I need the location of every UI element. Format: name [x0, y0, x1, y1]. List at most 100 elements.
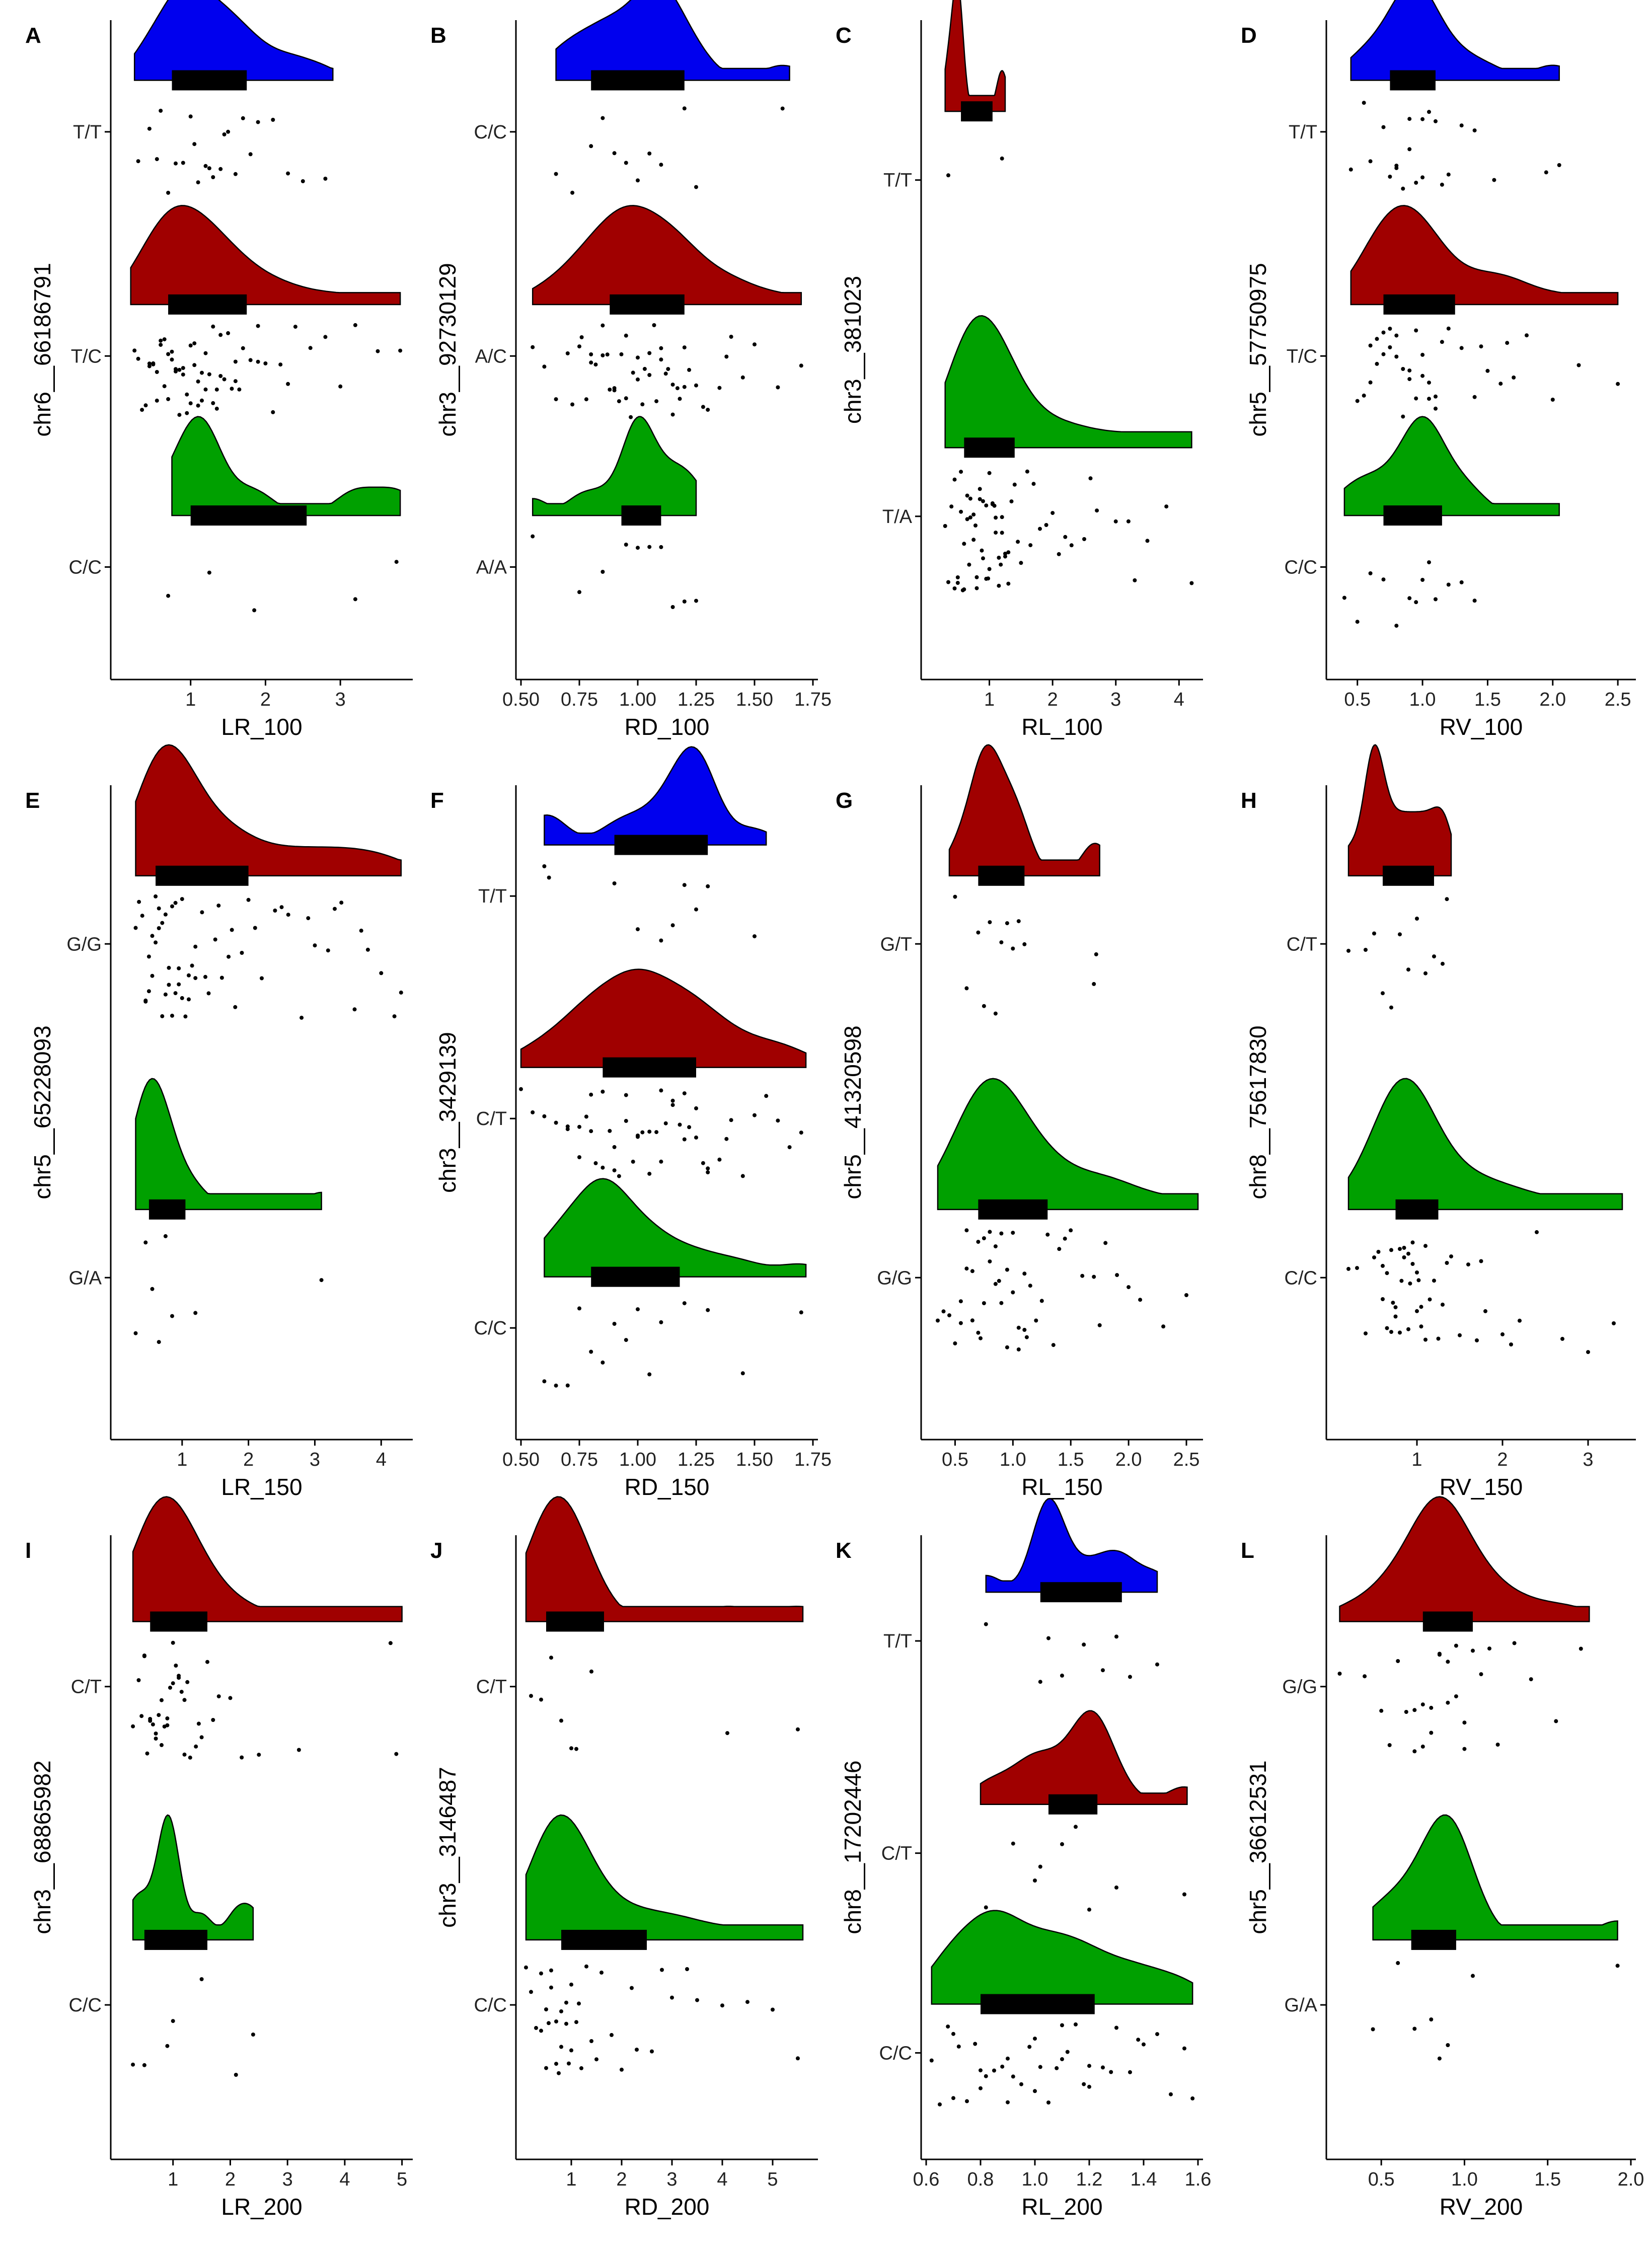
data-point [188, 343, 193, 348]
density-cloud [1339, 1496, 1590, 1622]
panel-label: F [430, 788, 444, 813]
data-point [799, 1131, 803, 1135]
group-TC: T/C [71, 205, 403, 417]
data-point [670, 1995, 674, 2000]
x-tick-label: 1.75 [794, 689, 832, 710]
data-point [226, 331, 231, 335]
panel-label: K [836, 1538, 852, 1563]
x-axis-title: LR_150 [221, 1474, 302, 1500]
y-axis-title: chr6__66186791 [29, 263, 55, 436]
x-axis-title: RL_200 [1021, 2194, 1102, 2220]
data-point [1016, 1325, 1021, 1330]
data-point [170, 904, 174, 909]
data-point [542, 364, 547, 369]
data-point [577, 2001, 581, 2006]
data-point [569, 1982, 573, 1987]
data-point [1074, 2022, 1078, 2026]
genotype-label: C/C [69, 557, 102, 578]
data-point [1364, 948, 1368, 952]
data-point [1394, 333, 1399, 338]
data-point [965, 517, 969, 521]
data-point [1133, 578, 1137, 582]
density-cloud [944, 315, 1192, 448]
data-point [1038, 1680, 1042, 1684]
data-point [617, 1174, 621, 1178]
data-point [1011, 1290, 1015, 1295]
iqr-box [1383, 505, 1442, 526]
data-point [1427, 110, 1431, 114]
group-TT: T/T [883, 1497, 1159, 1684]
data-point [979, 2086, 983, 2090]
data-point [167, 965, 171, 970]
data-point [1479, 344, 1483, 349]
data-point [1472, 598, 1477, 603]
data-point [1027, 2045, 1032, 2049]
data-point [1388, 175, 1392, 179]
data-point [624, 543, 628, 547]
data-point [1535, 1230, 1539, 1234]
data-point [981, 499, 985, 503]
density-cloud [1347, 1078, 1623, 1211]
data-point [1016, 919, 1021, 924]
data-point [599, 1970, 604, 1975]
data-point [771, 2007, 775, 2012]
data-point [612, 881, 617, 885]
data-point [165, 1716, 170, 1720]
data-point [565, 1383, 570, 1388]
iqr-box [1422, 1611, 1473, 1632]
data-point [992, 503, 997, 508]
data-point [1368, 343, 1373, 348]
data-point [1500, 1332, 1505, 1336]
data-point [678, 1122, 682, 1127]
x-tick-label: 1.00 [619, 689, 656, 710]
data-point [1475, 1338, 1479, 1342]
data-point [636, 546, 640, 550]
data-point [1406, 1251, 1410, 1256]
data-point [980, 548, 984, 553]
data-point [666, 367, 670, 371]
data-point [694, 185, 698, 189]
data-point [1005, 1267, 1009, 1272]
data-point [1406, 1327, 1410, 1331]
group-CT: C/T [881, 1710, 1188, 1912]
data-point [1402, 1255, 1406, 1259]
density-cloud [985, 1497, 1158, 1593]
data-point [1022, 1328, 1027, 1332]
data-point [131, 2062, 135, 2067]
data-point [1387, 1743, 1392, 1747]
data-point [1009, 499, 1014, 504]
data-point [1402, 1246, 1406, 1250]
x-tick-label: 1 [177, 1449, 187, 1470]
data-point [1446, 326, 1451, 331]
data-point [1407, 117, 1412, 121]
data-point [131, 1724, 135, 1729]
data-point [1069, 543, 1074, 548]
data-point [1169, 2092, 1173, 2096]
data-point [171, 2019, 175, 2023]
data-point [1437, 1653, 1442, 1657]
y-axis-title: chr5__36612531 [1245, 1760, 1271, 1934]
density-cloud [520, 968, 807, 1068]
data-point [187, 997, 191, 1002]
data-point [524, 1965, 528, 1970]
data-point [200, 370, 204, 375]
data-point [577, 590, 581, 594]
y-axis-title: chr3__68865982 [29, 1760, 55, 1934]
data-point [1190, 2096, 1195, 2100]
data-point [647, 1171, 652, 1176]
data-point [1471, 1974, 1475, 1978]
data-point [1155, 2032, 1159, 2037]
panel-label: C [836, 23, 852, 48]
data-point [717, 1157, 722, 1162]
data-point [1509, 1342, 1513, 1346]
data-point [286, 913, 290, 917]
data-point [226, 129, 231, 134]
data-point [1087, 2084, 1091, 2089]
data-point [394, 560, 399, 564]
group-CC: C/C [69, 416, 401, 613]
iqr-box [591, 1266, 680, 1287]
data-point [1432, 1279, 1436, 1283]
iqr-box [981, 1994, 1095, 2014]
x-axis-title: RD_200 [625, 2194, 710, 2220]
data-point [559, 2009, 563, 2013]
